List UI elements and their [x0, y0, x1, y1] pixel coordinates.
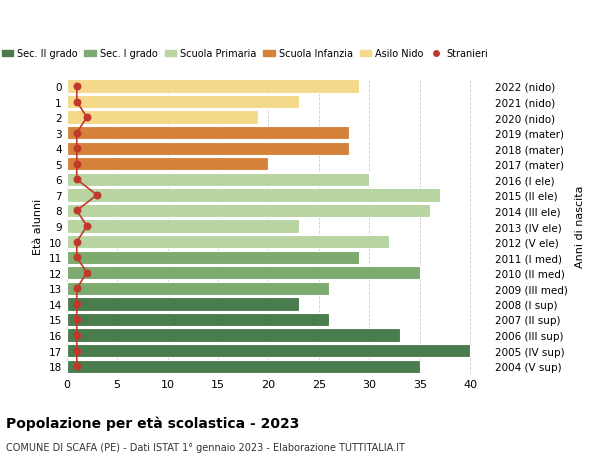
- Bar: [67, 344, 470, 358]
- Point: [92, 192, 102, 199]
- Bar: [67, 174, 369, 186]
- Bar: [67, 158, 268, 171]
- Bar: [67, 329, 400, 342]
- Bar: [67, 189, 440, 202]
- Bar: [67, 111, 259, 124]
- Point: [72, 207, 82, 215]
- Point: [82, 114, 92, 122]
- Bar: [67, 220, 299, 233]
- Bar: [67, 127, 349, 140]
- Point: [72, 316, 82, 324]
- Bar: [67, 96, 299, 109]
- Bar: [67, 251, 359, 264]
- Legend: Sec. II grado, Sec. I grado, Scuola Primaria, Scuola Infanzia, Asilo Nido, Stran: Sec. II grado, Sec. I grado, Scuola Prim…: [0, 45, 491, 63]
- Bar: [67, 282, 329, 295]
- Y-axis label: Anni di nascita: Anni di nascita: [575, 185, 585, 268]
- Point: [72, 285, 82, 292]
- Text: COMUNE DI SCAFA (PE) - Dati ISTAT 1° gennaio 2023 - Elaborazione TUTTITALIA.IT: COMUNE DI SCAFA (PE) - Dati ISTAT 1° gen…: [6, 442, 405, 452]
- Point: [72, 347, 82, 354]
- Point: [72, 99, 82, 106]
- Y-axis label: Età alunni: Età alunni: [33, 198, 43, 255]
- Point: [82, 223, 92, 230]
- Point: [72, 238, 82, 246]
- Bar: [67, 267, 420, 280]
- Point: [72, 301, 82, 308]
- Point: [72, 83, 82, 90]
- Point: [82, 269, 92, 277]
- Point: [72, 130, 82, 137]
- Bar: [67, 142, 349, 156]
- Point: [72, 145, 82, 152]
- Text: Popolazione per età scolastica - 2023: Popolazione per età scolastica - 2023: [6, 415, 299, 430]
- Point: [72, 176, 82, 184]
- Bar: [67, 204, 430, 218]
- Point: [72, 254, 82, 261]
- Point: [72, 161, 82, 168]
- Bar: [67, 235, 389, 249]
- Point: [72, 363, 82, 370]
- Bar: [67, 360, 420, 373]
- Bar: [67, 80, 359, 93]
- Point: [72, 331, 82, 339]
- Bar: [67, 313, 329, 326]
- Bar: [67, 297, 299, 311]
